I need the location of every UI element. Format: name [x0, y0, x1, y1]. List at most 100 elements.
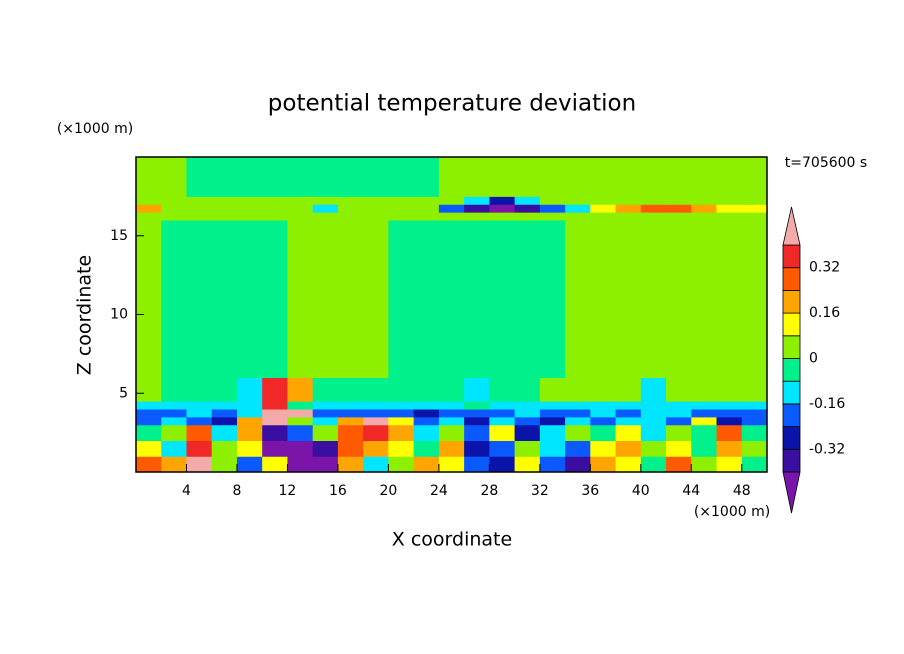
- contour-cell: [262, 456, 288, 473]
- contour-cell: [262, 204, 288, 213]
- contour-cell: [539, 377, 566, 402]
- x-tick-label: 24: [430, 483, 448, 499]
- contour-cell: [539, 204, 566, 213]
- colorbar-tick-label: -0.16: [809, 396, 845, 412]
- contour-cell: [691, 157, 718, 197]
- contour-cell: [640, 220, 667, 378]
- contour-cell: [413, 212, 440, 221]
- contour-cell: [514, 204, 541, 213]
- contour-cell: [489, 212, 516, 221]
- contour-cell: [211, 157, 238, 197]
- x-tick-label: 20: [379, 483, 397, 499]
- contour-cell: [716, 416, 743, 426]
- contour-cell: [388, 377, 415, 402]
- contour-cell: [640, 440, 667, 457]
- contour-cell: [211, 377, 238, 402]
- contour-cell: [312, 440, 339, 457]
- contour-cell: [691, 204, 718, 213]
- contour-cell: [413, 220, 440, 378]
- contour-cell: [489, 401, 516, 410]
- contour-cell: [363, 220, 389, 378]
- contour-cell: [287, 440, 314, 457]
- contour-cell: [337, 212, 364, 221]
- contour-cell: [716, 196, 743, 205]
- contour-cell: [666, 440, 692, 457]
- contour-cell: [312, 377, 339, 402]
- contour-cell: [590, 409, 617, 418]
- x-tick-label: 44: [682, 483, 700, 499]
- contour-cell: [413, 440, 440, 457]
- contour-cell: [211, 212, 238, 221]
- contour-cell: [337, 424, 364, 441]
- contour-cell: [161, 401, 187, 410]
- contour-cell: [565, 401, 591, 410]
- x-tick-label: 36: [581, 483, 599, 499]
- contour-cell: [691, 212, 718, 221]
- colorbar-tick-label: 0.16: [809, 305, 840, 321]
- contour-cell: [489, 157, 516, 197]
- contour-cell: [312, 409, 339, 418]
- contour-cell: [337, 456, 364, 473]
- colorbar-tick-label: 0: [809, 351, 818, 367]
- colorbar-box: [782, 358, 801, 382]
- contour-cell: [539, 157, 566, 197]
- contour-cell: [666, 377, 692, 402]
- contour-cell: [590, 401, 617, 410]
- contour-cell: [136, 212, 162, 221]
- y-tick-label: 5: [119, 385, 128, 401]
- contour-cell: [413, 196, 440, 205]
- contour-cell: [590, 220, 617, 378]
- contour-cell: [363, 416, 389, 426]
- x-tick-label: 32: [531, 483, 549, 499]
- contour-cell: [615, 196, 642, 205]
- contour-cell: [615, 204, 642, 213]
- contour-cell: [489, 204, 516, 213]
- contour-cell: [236, 456, 263, 473]
- contour-cell: [136, 440, 162, 457]
- contour-cell: [413, 424, 440, 441]
- contour-cell: [741, 204, 768, 213]
- colorbar-under: [782, 471, 801, 514]
- contour-cell: [489, 196, 516, 205]
- contour-cell: [741, 212, 768, 221]
- contour-cell: [438, 377, 465, 402]
- contour-cell: [464, 377, 490, 402]
- contour-cell: [615, 416, 642, 426]
- x-tick-label: 8: [232, 483, 241, 499]
- contour-cell: [287, 424, 314, 441]
- contour-cell: [262, 212, 288, 221]
- contour-cell: [565, 212, 591, 221]
- contour-cell: [565, 157, 591, 197]
- contour-cell: [716, 456, 743, 473]
- contour-cell: [741, 416, 768, 426]
- contour-cell: [741, 377, 768, 402]
- contour-cell: [136, 196, 162, 205]
- contour-cell: [615, 424, 642, 441]
- contour-cell: [565, 456, 591, 473]
- contour-cell: [262, 157, 288, 197]
- contour-cell: [464, 424, 490, 441]
- contour-cell: [363, 456, 389, 473]
- contour-cell: [464, 416, 490, 426]
- contour-cell: [565, 440, 591, 457]
- contour-cell: [565, 409, 591, 418]
- contour-cell: [666, 416, 692, 426]
- contour-cell: [236, 212, 263, 221]
- contour-cell: [388, 196, 415, 205]
- contour-cell: [287, 204, 314, 213]
- contour-cell: [438, 212, 465, 221]
- x-tick-label: 40: [632, 483, 650, 499]
- contour-cell: [489, 424, 516, 441]
- contour-cell: [161, 157, 187, 197]
- contour-cell: [186, 220, 213, 378]
- x-tick-label: 16: [329, 483, 347, 499]
- contour-cell: [211, 409, 238, 418]
- contour-cell: [236, 196, 263, 205]
- contour-cell: [666, 456, 692, 473]
- contour-cell: [161, 204, 187, 213]
- contour-cell: [539, 409, 566, 418]
- contour-cell: [438, 220, 465, 378]
- contour-cell: [363, 401, 389, 410]
- contour-cell: [615, 409, 642, 418]
- contour-cell: [186, 409, 213, 418]
